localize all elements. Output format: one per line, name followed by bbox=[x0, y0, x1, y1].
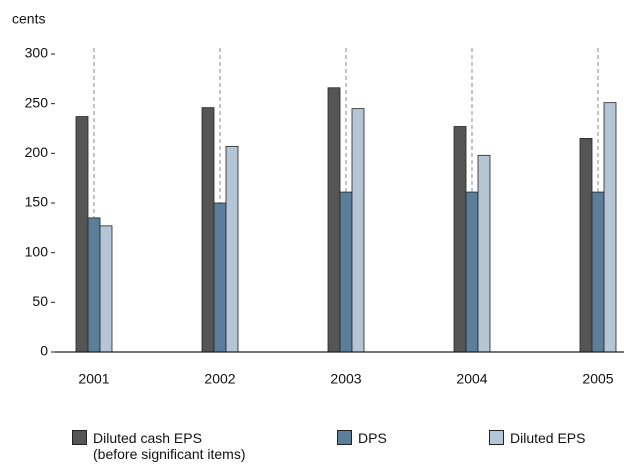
x-tick-label: 2001 bbox=[78, 371, 109, 387]
bar bbox=[603, 102, 617, 353]
bar bbox=[477, 154, 491, 353]
legend-item: Diluted cash EPS (before significant ite… bbox=[72, 430, 246, 462]
legend-swatch bbox=[72, 430, 87, 445]
x-tick-label: 2003 bbox=[330, 371, 361, 387]
y-tick-label: 150 bbox=[25, 194, 49, 210]
bar bbox=[465, 191, 479, 353]
y-axis-label: cents bbox=[12, 11, 45, 27]
bar bbox=[99, 225, 113, 353]
y-tick-label: 300 bbox=[25, 45, 49, 61]
legend-label: DPS bbox=[358, 430, 387, 446]
legend-item: DPS bbox=[337, 430, 387, 446]
bar bbox=[327, 87, 341, 353]
legend-label: Diluted cash EPS (before significant ite… bbox=[93, 430, 246, 462]
legend-swatch bbox=[489, 430, 504, 445]
bar bbox=[579, 138, 593, 353]
y-tick-label: 250 bbox=[25, 94, 49, 110]
bar bbox=[87, 217, 101, 353]
bar bbox=[225, 145, 239, 353]
legend-swatch bbox=[337, 430, 352, 445]
x-tick-label: 2004 bbox=[456, 371, 487, 387]
x-tick-label: 2002 bbox=[204, 371, 235, 387]
bar bbox=[213, 202, 227, 353]
bar bbox=[351, 108, 365, 353]
y-tick-label: 50 bbox=[32, 293, 48, 309]
y-tick-label: 200 bbox=[25, 144, 49, 160]
y-tick-label: 100 bbox=[25, 243, 49, 259]
y-tick-label: 0 bbox=[40, 343, 48, 359]
bar bbox=[453, 126, 467, 353]
legend-item: Diluted EPS bbox=[489, 430, 585, 446]
bar bbox=[591, 191, 605, 353]
legend-label: Diluted EPS bbox=[510, 430, 586, 446]
x-tick-label: 2005 bbox=[582, 371, 613, 387]
bar bbox=[339, 191, 353, 353]
chart: cents 0 50 100 150 200 250 300 2001 2002 2003 2004… bbox=[12, 11, 624, 387]
bar bbox=[75, 116, 89, 353]
bar bbox=[201, 107, 215, 353]
